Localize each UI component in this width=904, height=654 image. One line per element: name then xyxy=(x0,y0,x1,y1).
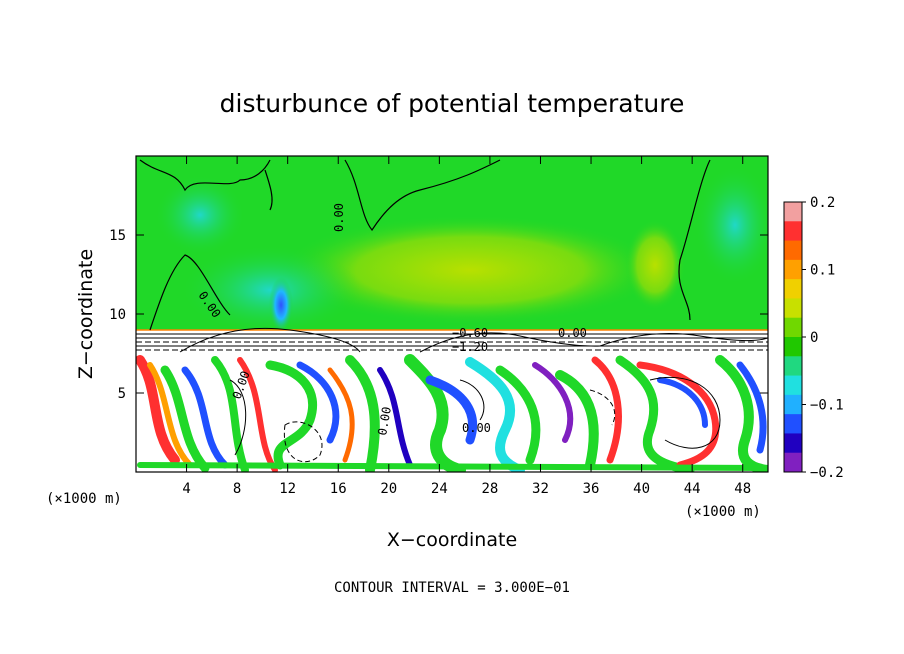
x-unit-left: (×1000 m) xyxy=(46,491,122,507)
colorbar-swatch xyxy=(784,433,802,454)
colorbar-tick-label: 0.2 xyxy=(810,195,835,211)
colorbar-swatch xyxy=(784,337,802,357)
colorbar-tick-label: 0 xyxy=(810,330,818,346)
colorbar-swatch xyxy=(784,414,802,434)
colorbar-swatch xyxy=(784,317,802,338)
upper-field-cyan-patch xyxy=(155,175,245,255)
upper-field-yellow-patch xyxy=(625,220,685,310)
x-tick-label: 44 xyxy=(684,481,701,497)
y-axis: 5 10 15 xyxy=(109,228,768,402)
x-axis: 4 8 12 16 20 24 28 32 36 40 44 48 xyxy=(182,156,751,497)
colorbar-swatch xyxy=(784,259,802,280)
x-tick-label: 32 xyxy=(532,481,549,497)
chart-title: disturbunce of potential temperature xyxy=(220,89,685,118)
colorbar-swatch xyxy=(784,298,802,319)
x-tick-label: 8 xyxy=(233,481,241,497)
contour-interval-note: CONTOUR INTERVAL = 3.000E−01 xyxy=(334,580,570,596)
colorbar-swatch xyxy=(784,279,802,299)
stable-layer-wave xyxy=(179,327,768,353)
x-tick-label: 16 xyxy=(330,481,347,497)
contour-label: −0.60 xyxy=(452,326,488,340)
contour-label: 0.00 xyxy=(375,406,394,437)
upper-field-yellow-patch xyxy=(280,215,660,325)
colorbar-swatch xyxy=(784,356,802,377)
y-tick-label: 5 xyxy=(118,386,126,402)
x-axis-label: X−coordinate xyxy=(387,529,517,551)
contour-label: 0.00 xyxy=(558,326,587,340)
lower-field-eddies xyxy=(136,354,768,472)
plot-area xyxy=(136,156,768,472)
x-tick-label: 40 xyxy=(633,481,650,497)
x-tick-label: 28 xyxy=(481,481,498,497)
x-tick-label: 24 xyxy=(431,481,448,497)
y-tick-label: 15 xyxy=(109,228,126,244)
contour-label: 0.00 xyxy=(332,203,346,232)
colorbar-swatch xyxy=(784,240,802,261)
x-tick-label: 36 xyxy=(583,481,600,497)
colorbar-tick-label: −0.2 xyxy=(810,465,844,481)
colorbar-swatch xyxy=(784,394,802,415)
colorbar-swatch xyxy=(784,202,802,222)
x-tick-label: 12 xyxy=(279,481,296,497)
colorbar-tick-label: −0.1 xyxy=(810,398,844,414)
colorbar-swatch xyxy=(784,452,802,473)
y-tick-label: 10 xyxy=(109,307,126,323)
lower-contours xyxy=(229,376,721,463)
contour-label: 0.00 xyxy=(462,421,491,435)
upper-field-cyan-patch xyxy=(180,245,360,335)
colorbar-swatch xyxy=(784,221,802,242)
x-tick-label: 48 xyxy=(734,481,751,497)
upper-field-blue-plume xyxy=(269,277,293,333)
colorbar-tick-label: 0.1 xyxy=(810,263,835,279)
upper-contours xyxy=(139,159,711,331)
y-axis-label: Z−coordinate xyxy=(75,249,97,379)
x-unit-right: (×1000 m) xyxy=(685,504,761,520)
x-tick-label: 4 xyxy=(182,481,190,497)
contour-label: −1.20 xyxy=(452,340,488,354)
upper-field-cyan-patch xyxy=(695,165,768,285)
colorbar: 0.2 0.1 0 −0.1 −0.2 xyxy=(783,195,844,481)
colorbar-swatch xyxy=(784,375,802,396)
x-tick-label: 20 xyxy=(380,481,397,497)
